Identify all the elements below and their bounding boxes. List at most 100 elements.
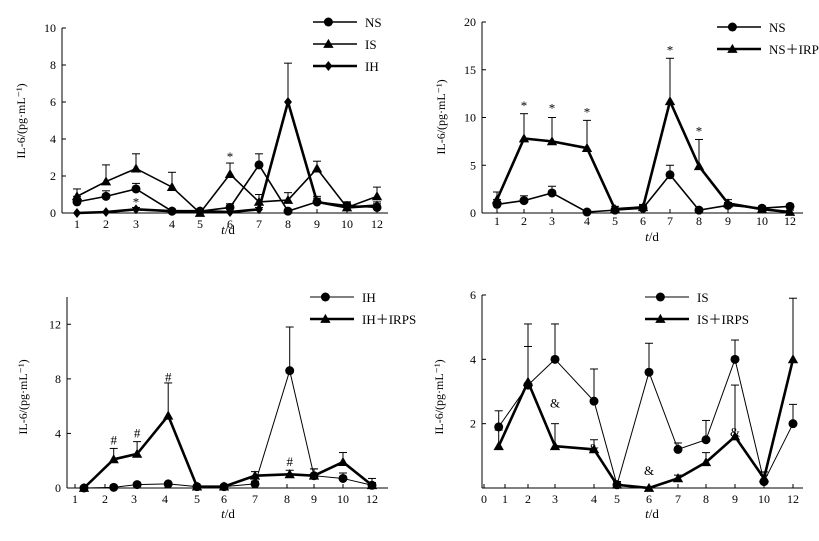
data-point (71, 191, 83, 201)
data-point (547, 188, 557, 198)
data-point (282, 194, 294, 204)
legend-entry: IS (645, 290, 709, 305)
data-point (729, 431, 741, 441)
legend-marker (320, 313, 331, 323)
data-point (224, 168, 236, 179)
x-tick-label: 12 (784, 214, 796, 228)
x-tick-label: 9 (311, 492, 317, 506)
data-point (550, 354, 560, 364)
data-point (373, 200, 381, 211)
x-tick-label: 3 (131, 492, 137, 506)
x-tick-label: 8 (284, 492, 290, 506)
y-tick-label: 4 (55, 426, 61, 440)
data-point (582, 207, 592, 217)
x-tick-label: 9 (725, 214, 731, 228)
data-point (218, 481, 230, 491)
x-tick-label: 9 (732, 492, 738, 506)
data-point (611, 479, 623, 489)
series-2 (78, 382, 378, 492)
data-point (313, 196, 321, 207)
y-tick-label: 0 (50, 206, 56, 220)
x-tick-label: 5 (194, 492, 200, 506)
data-point (756, 204, 768, 214)
legend-marker (324, 61, 333, 71)
legend-entry: IH (313, 59, 379, 74)
x-tick-label: 7 (667, 214, 673, 228)
x-axis-label-var: t (221, 222, 225, 237)
x-tick-label: 12 (787, 492, 799, 506)
data-point (546, 136, 558, 146)
data-point (101, 191, 111, 201)
y-tick-label: 20 (464, 15, 476, 29)
data-point (100, 176, 112, 186)
legend-label: NS＋IRPS (769, 42, 819, 57)
significance-mark: & (644, 463, 654, 478)
data-point (108, 454, 119, 464)
y-axis-label: IL-6/(pg·mL⁻¹) (14, 83, 28, 158)
significance-mark: * (133, 195, 140, 210)
significance-mark: # (165, 370, 172, 385)
data-point (109, 482, 119, 492)
x-axis-label-unit: /d (649, 229, 660, 244)
x-axis-label: t/d (645, 506, 659, 521)
x-tick-label: 4 (591, 492, 597, 506)
data-point (730, 354, 740, 364)
data-point (589, 396, 599, 406)
data-point (311, 163, 323, 173)
series-2 (491, 57, 796, 216)
x-tick-label: 10 (341, 217, 353, 231)
y-tick-label: 10 (464, 111, 476, 125)
data-point (191, 481, 203, 491)
data-point (250, 479, 260, 489)
legend-entry: IH＋IRPS (310, 312, 416, 327)
x-tick-label: 2 (525, 492, 531, 506)
x-tick-label: 12 (371, 217, 383, 231)
x-tick-label: 6 (227, 217, 233, 231)
x-tick-label: 5 (612, 214, 618, 228)
y-axis-label: IL-6/(pg·mL⁻¹) (16, 359, 30, 434)
data-point (588, 444, 600, 454)
legend-marker (323, 38, 334, 48)
x-axis-label-unit: /d (225, 506, 236, 521)
data-point (644, 367, 654, 377)
data-point (581, 142, 593, 152)
x-axis-label-var: t (645, 506, 649, 521)
x-tick-label: 1 (74, 217, 80, 231)
significance-mark: * (696, 124, 703, 139)
data-point (163, 410, 174, 420)
data-point (78, 482, 90, 492)
data-point (371, 191, 383, 201)
x-tick-label: 7 (252, 492, 258, 506)
data-point (491, 194, 503, 204)
legend-label: IS (697, 290, 709, 305)
x-tick-label: 1 (502, 492, 508, 506)
data-point (308, 470, 320, 480)
legend-entry: NS＋IRPS (717, 42, 819, 57)
legend-entry: IH (310, 290, 376, 305)
data-point (693, 161, 705, 171)
data-point (284, 97, 292, 107)
data-point (758, 473, 770, 483)
x-axis-label: t/d (645, 229, 659, 244)
legend-label: IH＋IRPS (362, 312, 416, 327)
data-point (549, 441, 561, 451)
significance-mark: & (730, 425, 740, 440)
y-tick-label: 0 (55, 481, 61, 495)
y-tick-label: 10 (44, 21, 56, 35)
significance-mark: * (227, 149, 234, 164)
data-point (249, 470, 261, 480)
data-point (672, 473, 684, 483)
data-point (788, 419, 798, 429)
legend-marker (323, 17, 333, 27)
y-axis-label: IL-6/(pg·mL⁻¹) (434, 79, 448, 154)
x-tick-label: 4 (169, 217, 175, 231)
y-tick-label: 4 (50, 132, 56, 146)
data-point (694, 205, 704, 215)
x-tick-label: 5 (197, 217, 203, 231)
data-point (131, 448, 143, 458)
